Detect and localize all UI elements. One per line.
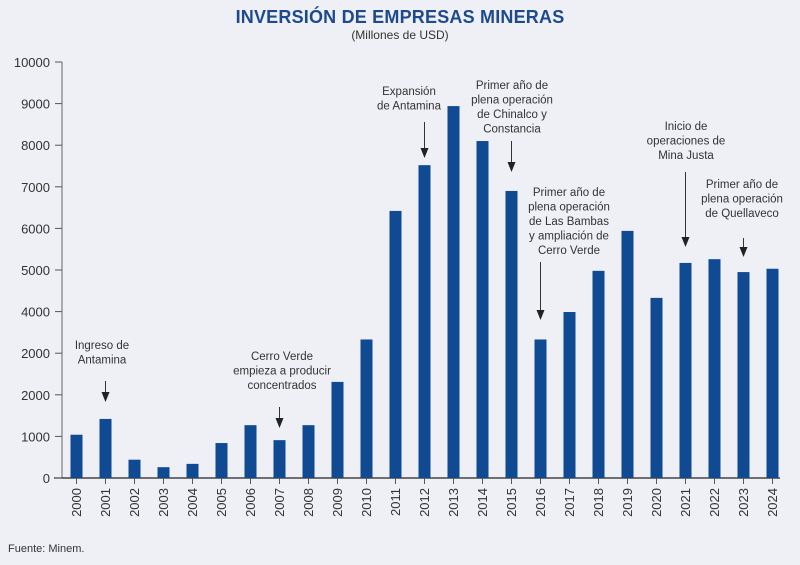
- annotation-text-2015: Constancia: [483, 124, 541, 136]
- bar-2003: [157, 467, 170, 478]
- y-tick-label: 8000: [21, 138, 50, 153]
- x-tick-label: 2008: [301, 488, 316, 517]
- x-tick-label: 2000: [69, 488, 84, 517]
- annotation-arrow-head-2007: [275, 418, 284, 428]
- annotation-text-2015: de Chinalco y: [477, 109, 547, 121]
- bar-2020: [650, 297, 663, 478]
- annotation-text-2023: de Quellaveco: [705, 208, 779, 220]
- annotation-arrow-head-2021: [681, 237, 690, 247]
- annotation-text-2023: Primer año de: [706, 179, 778, 191]
- bar-2005: [215, 443, 228, 478]
- annotation-arrow-head-2015: [507, 162, 516, 172]
- bar-2022: [708, 259, 721, 478]
- x-tick-label: 2021: [678, 488, 693, 517]
- x-tick-label: 2013: [446, 488, 461, 517]
- bar-2004: [186, 463, 199, 478]
- bar-2006: [244, 425, 257, 478]
- x-tick-label: 2004: [185, 488, 200, 517]
- y-tick-label: 10000: [14, 55, 50, 70]
- bar-2010: [360, 339, 373, 478]
- x-tick-label: 2018: [591, 488, 606, 517]
- x-tick-label: 2017: [562, 488, 577, 517]
- x-tick-label: 2019: [620, 488, 635, 517]
- x-tick-label: 2020: [649, 488, 664, 517]
- annotation-text-2007: concentrados: [247, 380, 316, 392]
- bar-2017: [563, 312, 576, 478]
- x-tick-label: 2010: [359, 488, 374, 517]
- y-tick-label: 2000: [21, 346, 50, 361]
- annotation-text-2007: empieza a producir: [233, 366, 331, 378]
- x-tick-label: 2003: [156, 488, 171, 517]
- x-tick-label: 2005: [214, 488, 229, 517]
- x-tick-label: 2015: [504, 488, 519, 517]
- annotation-text-2016: Primer año de: [533, 187, 605, 199]
- bar-2008: [302, 425, 315, 478]
- bar-2015: [505, 190, 518, 478]
- bar-2018: [592, 270, 605, 478]
- bar-2012: [418, 165, 431, 478]
- bar-2023: [737, 272, 750, 478]
- x-tick-label: 2006: [243, 488, 258, 517]
- x-tick-label: 2024: [765, 488, 780, 517]
- x-tick-label: 2011: [388, 488, 403, 516]
- annotation-text-2007: Cerro Verde: [251, 351, 313, 363]
- x-tick-label: 2002: [127, 488, 142, 517]
- bar-2009: [331, 381, 344, 478]
- annotation-text-2016: y ampliación de: [529, 231, 609, 243]
- x-tick-label: 2023: [736, 488, 751, 517]
- annotation-text-2016: Cerro Verde: [538, 245, 600, 257]
- y-tick-label: 5000: [21, 263, 50, 278]
- bar-2002: [128, 459, 141, 478]
- bar-2016: [534, 339, 547, 478]
- y-tick-label: 9000: [21, 97, 50, 112]
- annotation-text-2021: operaciones de: [647, 136, 726, 148]
- annotation-text-2001: Antamina: [78, 355, 127, 367]
- annotation-arrow-head-2016: [536, 310, 545, 320]
- x-tick-label: 2012: [417, 488, 432, 517]
- x-tick-label: 2014: [475, 488, 490, 517]
- x-tick-label: 2001: [98, 488, 113, 517]
- annotation-arrow-head-2023: [739, 247, 748, 257]
- annotation-arrow-head-2001: [101, 392, 110, 402]
- bar-2013: [447, 106, 460, 478]
- bar-2014: [476, 141, 489, 479]
- source-note: Fuente: Minem.: [8, 543, 85, 555]
- annotation-text-2015: Primer año de: [476, 80, 548, 92]
- x-tick-label: 2016: [533, 488, 548, 517]
- y-tick-label: 7000: [21, 180, 50, 195]
- annotation-text-2023: plena operación: [701, 194, 783, 206]
- bar-2019: [621, 230, 634, 478]
- chart-subtitle: (Millones de USD): [351, 28, 449, 42]
- bar-2021: [679, 262, 692, 478]
- bar-2024: [766, 268, 779, 478]
- bar-2011: [389, 210, 402, 479]
- annotation-text-2012: de Antamina: [377, 101, 442, 113]
- bar-2007: [273, 440, 286, 478]
- x-tick-label: 2007: [272, 488, 287, 517]
- y-tick-label: 0: [43, 471, 50, 486]
- chart-title: INVERSIÓN DE EMPRESAS MINERAS: [235, 7, 565, 27]
- x-tick-label: 2009: [330, 488, 345, 517]
- bar-2000: [70, 434, 83, 478]
- annotation-text-2016: de Las Bambas: [529, 216, 609, 228]
- annotation-text-2021: Inicio de: [665, 121, 708, 133]
- bar-2001: [99, 418, 112, 478]
- y-tick-label: 2000: [21, 388, 50, 403]
- y-tick-label: 6000: [21, 221, 50, 236]
- annotation-arrow-head-2012: [420, 148, 429, 158]
- annotation-text-2015: plena operación: [471, 95, 553, 107]
- annotation-text-2016: plena operación: [528, 202, 610, 214]
- y-tick-label: 1000: [21, 429, 50, 444]
- y-tick-label: 4000: [21, 305, 50, 320]
- annotation-text-2001: Ingreso de: [75, 340, 129, 352]
- annotation-text-2012: Expansión: [382, 86, 436, 98]
- annotation-text-2021: Mina Justa: [658, 150, 714, 162]
- x-tick-label: 2022: [707, 488, 722, 517]
